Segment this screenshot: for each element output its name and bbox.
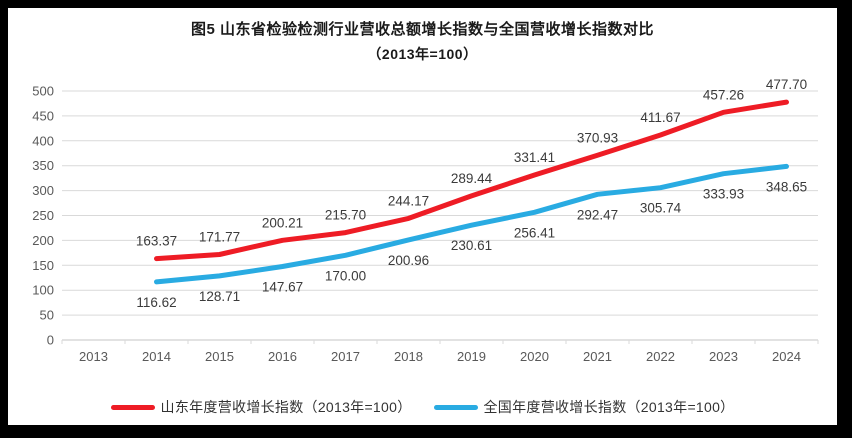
x-axis-tick-label: 2024 xyxy=(772,349,801,364)
data-label: 171.77 xyxy=(199,229,240,244)
chart-plot: 0 50 100 150 200 250 300 350 400 450 500 2013 2014 20… xyxy=(32,77,819,364)
x-axis-tick-label: 2018 xyxy=(394,349,423,364)
y-axis-tick-label: 450 xyxy=(32,108,54,123)
data-label: 292.47 xyxy=(577,207,618,222)
x-axis-tick-label: 2023 xyxy=(709,349,738,364)
y-axis-tick-label: 100 xyxy=(32,283,54,298)
y-axis-tick-label: 150 xyxy=(32,258,54,273)
y-axis-tick-label: 500 xyxy=(32,84,54,99)
legend-line-swatch-blue xyxy=(433,404,478,410)
data-label: 147.67 xyxy=(262,279,303,294)
data-label: 163.37 xyxy=(136,234,177,249)
x-axis-tick-label: 2022 xyxy=(646,349,675,364)
y-axis-tick-label: 50 xyxy=(40,308,54,323)
data-label: 348.65 xyxy=(766,179,807,194)
data-label: 244.17 xyxy=(388,193,429,208)
x-axis-tick-label: 2013 xyxy=(79,349,108,364)
data-label: 256.41 xyxy=(514,225,555,240)
chart-title: 图5 山东省检验检测行业营收总额增长指数与全国营收增长指数对比 xyxy=(190,21,654,38)
data-label: 128.71 xyxy=(199,289,240,304)
x-axis-tick-label: 2014 xyxy=(142,349,171,364)
data-label: 215.70 xyxy=(325,208,366,223)
data-label: 477.70 xyxy=(766,77,807,92)
y-axis-tick-label: 200 xyxy=(32,233,54,248)
data-label: 200.21 xyxy=(262,215,303,230)
x-axis-tick-label: 2020 xyxy=(520,349,549,364)
y-axis-tick-label: 400 xyxy=(32,133,54,148)
data-label: 170.00 xyxy=(325,268,366,283)
legend-item-shandong: 山东年度营收增长指数（2013年=100） xyxy=(110,397,412,417)
legend-item-national: 全国年度营收增长指数（2013年=100） xyxy=(433,397,735,417)
x-axis-tick-label: 2016 xyxy=(268,349,297,364)
data-label: 333.93 xyxy=(703,187,744,202)
data-label: 289.44 xyxy=(451,171,493,186)
series-line-0 xyxy=(154,99,789,262)
data-label: 457.26 xyxy=(703,87,744,102)
x-axis-tick-label: 2017 xyxy=(331,349,360,364)
chart-title-block: 图5 山东省检验检测行业营收总额增长指数与全国营收增长指数对比 （2013年=1… xyxy=(8,18,837,64)
y-axis-tick-label: 250 xyxy=(32,208,54,223)
data-label: 305.74 xyxy=(640,201,682,216)
series-line-1 xyxy=(154,163,789,285)
chart-panel: 图5 山东省检验检测行业营收总额增长指数与全国营收增长指数对比 （2013年=1… xyxy=(8,8,837,425)
data-label: 370.93 xyxy=(577,130,618,145)
data-label: 116.62 xyxy=(136,295,176,310)
legend-line-swatch-red xyxy=(110,404,155,410)
x-axis-tick-label: 2021 xyxy=(583,349,612,364)
chart-subtitle: （2013年=100） xyxy=(367,46,478,62)
y-axis-tick-label: 0 xyxy=(47,333,54,348)
legend-label-national: 全国年度营收增长指数（2013年=100） xyxy=(483,399,735,415)
data-label: 411.67 xyxy=(640,110,680,125)
data-label: 331.41 xyxy=(514,150,555,165)
x-axis-tick-label: 2019 xyxy=(457,349,486,364)
x-axis-tick-label: 2015 xyxy=(205,349,234,364)
legend-label-shandong: 山东年度营收增长指数（2013年=100） xyxy=(160,399,412,415)
legend: 山东年度营收增长指数（2013年=100） 全国年度营收增长指数（2013年=1… xyxy=(8,397,837,417)
data-label: 230.61 xyxy=(451,238,492,253)
y-axis-tick-label: 350 xyxy=(32,158,54,173)
data-label: 200.96 xyxy=(388,253,429,268)
y-axis-tick-label: 300 xyxy=(32,183,54,198)
